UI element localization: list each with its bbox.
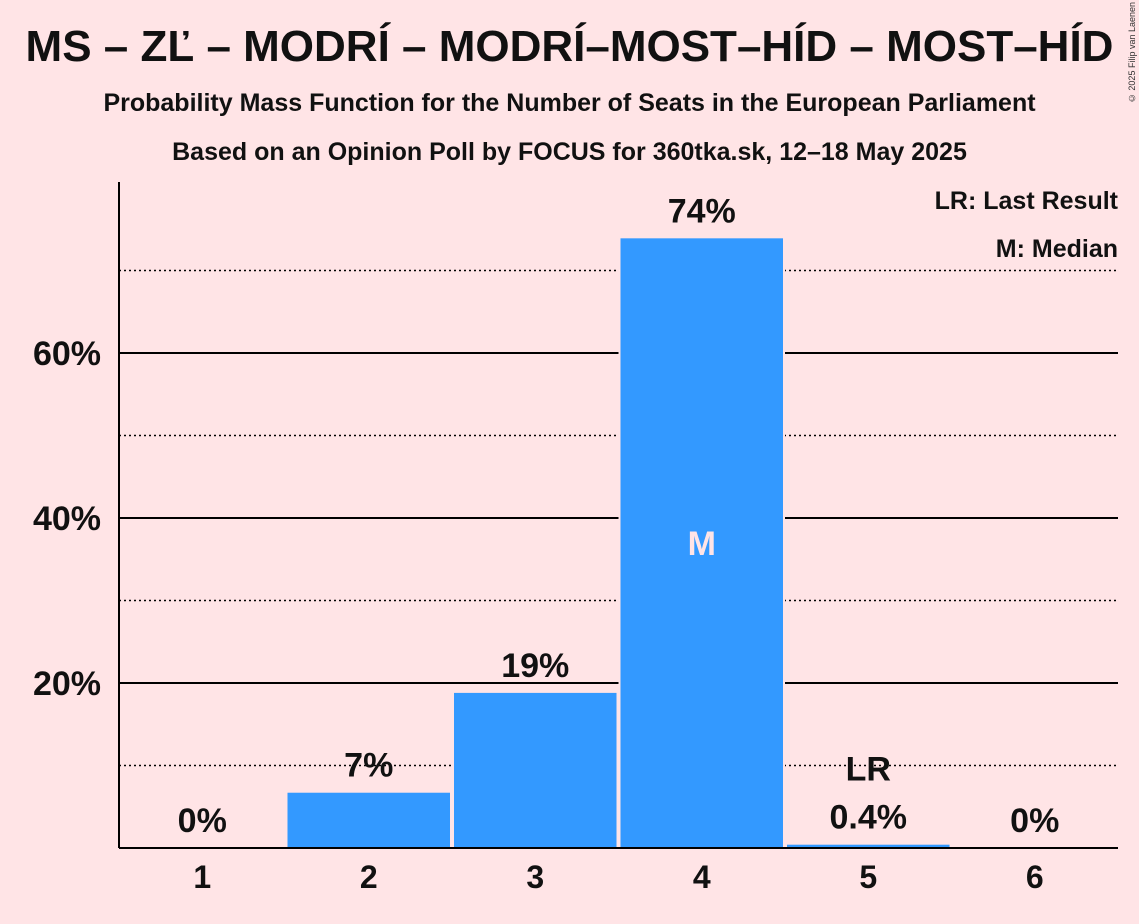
chart-title: MS – ZĽ – MODRÍ – MODRÍ–MOST–HÍD – MOST–… bbox=[25, 22, 1114, 71]
last-result-marker: LR bbox=[846, 751, 891, 789]
y-tick-label: 40% bbox=[33, 500, 101, 538]
median-marker: M bbox=[688, 525, 716, 563]
x-tick-label: 5 bbox=[859, 859, 877, 895]
y-tick-label: 60% bbox=[33, 335, 101, 373]
bar-seats-4 bbox=[620, 238, 783, 848]
value-label: 0% bbox=[1010, 802, 1059, 840]
value-label: 0.4% bbox=[830, 799, 908, 837]
x-tick-label: 2 bbox=[360, 859, 378, 895]
bar-seats-2 bbox=[287, 792, 450, 848]
legend-median: M: Median bbox=[996, 235, 1118, 263]
legend-last-result: LR: Last Result bbox=[935, 187, 1119, 215]
value-label: 7% bbox=[344, 747, 393, 785]
value-label: 0% bbox=[178, 802, 227, 840]
bar-layer bbox=[285, 238, 952, 848]
value-label: 74% bbox=[668, 192, 736, 230]
value-label: 19% bbox=[501, 647, 569, 685]
x-tick-label: 6 bbox=[1026, 859, 1044, 895]
x-tick-label: 3 bbox=[526, 859, 544, 895]
x-tick-label: 4 bbox=[693, 859, 711, 895]
x-tick-label: 1 bbox=[193, 859, 211, 895]
bar-seats-5 bbox=[787, 844, 950, 848]
bar-seats-3 bbox=[454, 692, 617, 848]
chart-source: Based on an Opinion Poll by FOCUS for 36… bbox=[172, 138, 967, 166]
label-layer: 20% 40% 60% 0% 1 7% 2 19% 3 74% 4 M 0.4% 5 LR 0% 6 bbox=[33, 192, 1059, 895]
chart-subtitle: Probability Mass Function for the Number… bbox=[103, 89, 1036, 117]
y-tick-label: 20% bbox=[33, 665, 101, 703]
